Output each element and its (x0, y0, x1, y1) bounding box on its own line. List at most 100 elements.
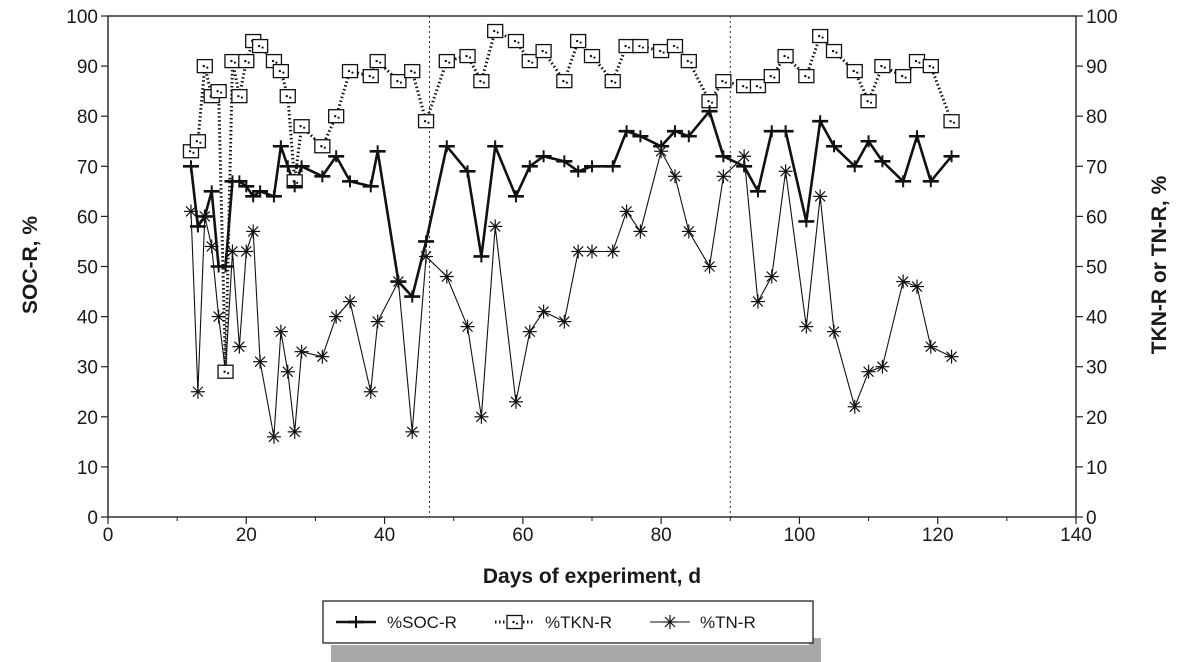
legend-label-2: %TN-R (700, 613, 756, 632)
series-0-point-51 (874, 155, 891, 168)
series-2-point-17 (329, 309, 344, 324)
series-1-point-18 (341, 63, 359, 79)
series-1-point-47 (812, 28, 829, 44)
series-0-point-50 (860, 135, 877, 148)
y2-axis-title: TKN-R or TN-R, % (1148, 175, 1171, 354)
series-2-point-4 (211, 309, 226, 324)
legend-marker-2 (663, 615, 677, 629)
series-1-point-17 (328, 109, 345, 124)
series-0-point-1 (189, 220, 206, 233)
series-2-point-48 (827, 324, 841, 339)
series-0-point-30 (535, 150, 552, 163)
series-2-point-53 (909, 279, 924, 294)
series-1-point-27 (487, 23, 504, 39)
series-2-point-3 (204, 239, 219, 254)
y-tick-label-90: 90 (77, 57, 98, 78)
legend-label-0: %SOC-R (387, 613, 457, 632)
series-0-point-8 (238, 180, 255, 193)
series-2-point-19 (363, 384, 378, 399)
series-2-point-39 (681, 224, 696, 239)
series-1-point-55 (943, 114, 960, 129)
legend-label-1: %TKN-R (545, 613, 612, 632)
legend: %SOC-R %TKN-R %TN-R (322, 600, 821, 662)
y2-tick-label-40: 40 (1086, 308, 1107, 329)
series-0-point-10 (252, 185, 269, 198)
series-1-point-51 (874, 58, 891, 74)
legend-marker-0 (348, 616, 364, 628)
series-1-point-50 (860, 94, 877, 109)
series-0-point-12 (272, 140, 289, 153)
series-0-point-29 (521, 160, 538, 173)
series-1-point-26 (473, 73, 490, 89)
series-1-point-2 (196, 58, 213, 74)
series-0-point-52 (895, 175, 912, 188)
series-0-point-23 (418, 235, 435, 248)
series-0-point-11 (265, 190, 282, 203)
series-1-point-41 (715, 73, 732, 89)
y-tick-label-80: 80 (77, 107, 98, 128)
series-1-point-29 (521, 53, 538, 69)
series-2-point-28 (508, 394, 523, 409)
series-0-point-18 (342, 175, 358, 188)
y-tick-label-70: 70 (77, 157, 98, 178)
series-0-point-54 (922, 175, 939, 188)
y-tick-label-0: 0 (87, 508, 98, 529)
x-tick-label-100: 100 (784, 525, 816, 546)
series-2-point-11 (266, 429, 281, 444)
series-0-point-31 (556, 155, 573, 168)
series-2-point-54 (923, 339, 938, 354)
series-2-point-13 (280, 364, 295, 379)
series-1-point-45 (777, 48, 794, 64)
series-0-point-35 (618, 125, 635, 138)
x-tick-label-60: 60 (512, 525, 533, 546)
series-0-point-14 (286, 180, 303, 193)
x-tick-label-20: 20 (236, 525, 257, 546)
series-0-point-16 (314, 170, 331, 183)
series-markers (182, 23, 960, 444)
series-1-point-13 (279, 89, 296, 104)
x-axis-title: Days of experiment, d (483, 565, 701, 588)
series-1-point-31 (556, 73, 573, 89)
series-1-point-15 (293, 119, 310, 134)
y-tick-label-10: 10 (77, 458, 98, 479)
series-2-point-34 (605, 244, 620, 259)
series-2-point-23 (419, 249, 434, 264)
series-2-point-31 (557, 314, 572, 329)
x-tick-label-80: 80 (651, 525, 672, 546)
y-tick-label-40: 40 (77, 308, 98, 329)
y-axis-ticks: 0 10 20 30 40 50 60 70 80 90 100 (66, 7, 108, 529)
series-0-point-49 (846, 160, 863, 173)
series-1-point-24 (438, 53, 455, 69)
y-tick-label-20: 20 (77, 408, 98, 429)
y-tick-label-60: 60 (77, 207, 98, 228)
series-2-point-43 (750, 294, 765, 309)
plot-border (107, 15, 1077, 518)
series-2-point-1 (190, 384, 205, 399)
series-2-point-47 (813, 189, 828, 204)
x-axis-ticks: 0 20 40 60 80 100 120 140 (103, 517, 1092, 546)
series-1-point-37 (652, 43, 670, 59)
series-2-point-50 (861, 364, 876, 379)
series-1-point-19 (362, 68, 379, 84)
series-2-point-18 (343, 294, 357, 309)
series-1-point-48 (825, 43, 843, 59)
series-2-point-49 (847, 399, 862, 414)
series-2-point-26 (474, 409, 489, 424)
series-1-point-5 (217, 364, 234, 379)
series-0-point-43 (749, 185, 766, 198)
series-0-point-27 (487, 140, 504, 153)
series-1-point-42 (735, 78, 753, 94)
y2-axis-ticks: 0 10 20 30 40 50 60 70 80 90 100 (1076, 7, 1118, 529)
series-1-point-28 (507, 33, 525, 49)
series-2-point-7 (232, 339, 247, 354)
series-2-point-24 (439, 269, 454, 284)
series-0-point-0 (182, 160, 199, 173)
series-2-point-8 (239, 244, 254, 259)
series-2-point-52 (896, 274, 911, 289)
series-lines (189, 28, 953, 437)
series-2-point-55 (944, 349, 959, 364)
x-tick-label-40: 40 (374, 525, 395, 546)
series-1-point-12 (272, 63, 290, 79)
series-1-point-6 (224, 53, 241, 69)
